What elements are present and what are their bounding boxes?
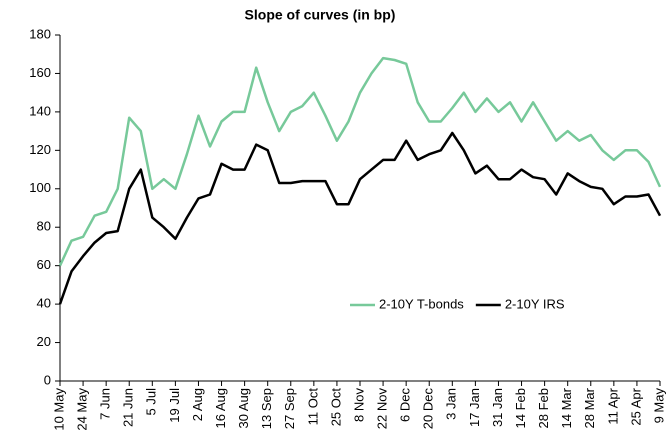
x-tick-label: 8 Nov [351, 388, 366, 422]
x-tick-label: 3 Jan [444, 388, 459, 420]
y-tick-label: 40 [37, 296, 51, 311]
x-tick-label: 28 Feb [536, 388, 551, 428]
x-tick-label: 28 Mar [582, 387, 597, 428]
x-tick-label: 5 Jul [144, 388, 159, 416]
x-tick-label: 25 Oct [328, 388, 343, 427]
x-tick-label: 17 Jan [467, 388, 482, 427]
x-tick-label: 25 Apr [628, 387, 643, 425]
x-tick-label: 24 May [75, 388, 90, 431]
y-tick-label: 100 [29, 180, 51, 195]
x-tick-label: 30 Aug [236, 388, 251, 429]
x-tick-label: 7 Jun [98, 388, 113, 420]
y-tick-label: 140 [29, 103, 51, 118]
x-tick-label: 31 Jan [490, 388, 505, 427]
x-tick-label: 16 Aug [213, 388, 228, 429]
line-series [58, 56, 662, 267]
chart-title: Slope of curves (in bp) [245, 7, 396, 23]
x-tick-label: 10 May [51, 388, 66, 431]
x-tick-label: 14 Feb [513, 388, 528, 428]
x-tick-label: 9 May [651, 388, 666, 424]
x-tick-label: 21 Jun [121, 388, 136, 427]
x-tick-label: 27 Sep [282, 388, 297, 429]
line-series [58, 131, 662, 305]
x-tick-label: 11 Apr [605, 387, 620, 424]
legend-label: 2-10Y T-bonds [379, 296, 464, 311]
y-tick-label: 160 [29, 65, 51, 80]
y-tick-label: 0 [44, 372, 51, 387]
y-tick-label: 120 [29, 142, 51, 157]
x-tick-label: 19 Jul [167, 388, 182, 423]
y-tick-label: 180 [29, 26, 51, 41]
y-tick-label: 80 [37, 219, 51, 234]
x-tick-label: 13 Sep [259, 388, 274, 429]
x-tick-label: 14 Mar [559, 387, 574, 428]
x-tick-label: 20 Dec [421, 388, 436, 430]
legend-label: 2-10Y IRS [505, 296, 565, 311]
x-tick-label: 6 Dec [398, 388, 413, 422]
y-tick-label: 20 [37, 334, 51, 349]
x-tick-label: 22 Nov [375, 388, 390, 430]
y-tick-label: 60 [37, 257, 51, 272]
x-tick-label: 11 Oct [305, 388, 320, 426]
x-tick-label: 2 Aug [190, 388, 205, 421]
